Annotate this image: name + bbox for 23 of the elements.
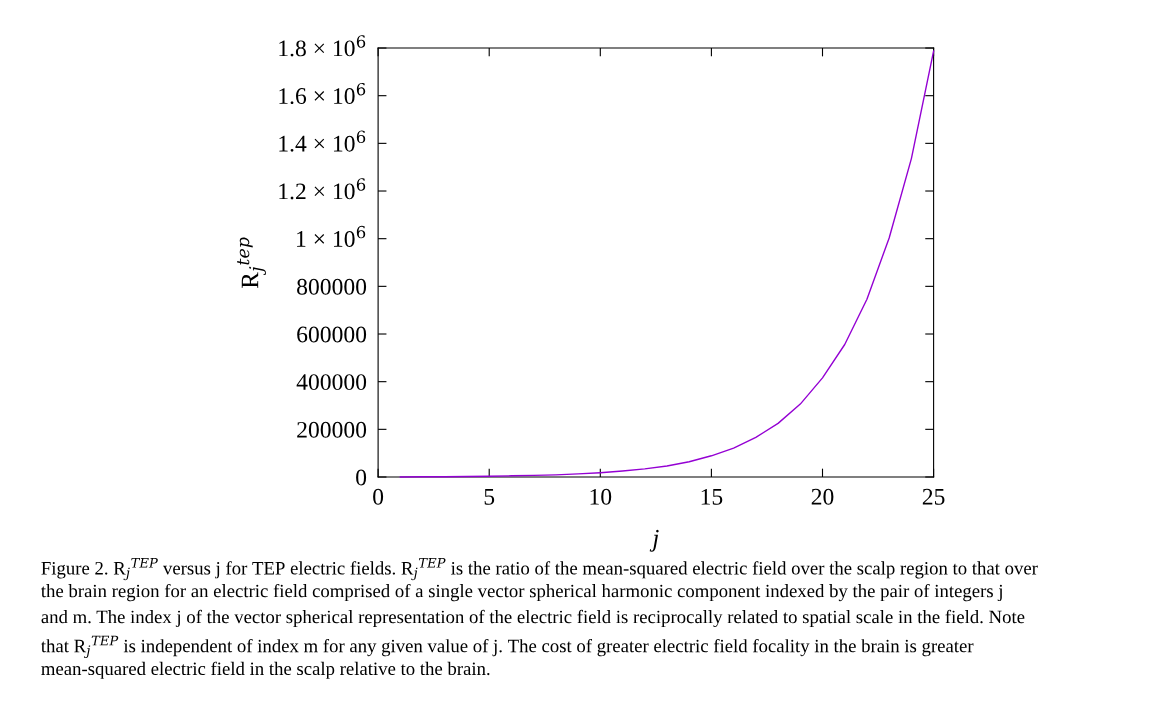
text: that R$_{j}$$^{TEP}$ is independent of index m for any given value of j. The cost of greater electric field focality in the brain is greater xyxy=(41,635,974,658)
y-tick-label: 800000 xyxy=(297,278,367,295)
y-tick-label: 200000 xyxy=(297,421,367,438)
y-tick-label: 1 × 10$^{6}$ xyxy=(297,225,366,247)
y-tick-label: 0 xyxy=(356,469,367,486)
x-tick-label: 0 xyxy=(373,488,384,505)
y-tick-label: 1.8 × 10$^{6}$ xyxy=(279,35,366,57)
y-tick-label: 400000 xyxy=(296,374,367,391)
y-tick-label: 1.2 × 10$^{6}$ xyxy=(279,178,366,200)
x-tick-label: 15 xyxy=(701,488,723,505)
y-axis-title: R$_{j}$$^{tep}$ xyxy=(237,237,266,289)
y-tick-label: 1.6 × 10$^{6}$ xyxy=(279,82,366,105)
x-tick-label: 25 xyxy=(922,488,945,505)
text: and m. The index j of the vector spherical representation of the electric field is reciprocally related to spatial scale in the field. Note xyxy=(41,609,1025,628)
text: the brain region for an electric field comprised of a single vector spherical harmonic component indexed by the pair of integers j xyxy=(41,583,1002,602)
caption: Figure 2. R$_{j}$$^{TEP}$ versus j for TEP electric fields. R$_{j}$$^{TEP}$ is the ratio of the mean-squared electric field over the scalp region to that over xyxy=(41,558,1038,581)
text: mean-squared electric field in the scalp relative to the brain. xyxy=(41,661,490,679)
x-axis-title: j xyxy=(649,529,659,552)
y-tick-label: 1.4 × 10$^{6}$ xyxy=(279,130,366,152)
y-tick-label: 600000 xyxy=(297,326,367,343)
x-tick-label: 5 xyxy=(484,489,495,505)
x-tick-label: 10 xyxy=(590,488,612,505)
x-tick-label: 20 xyxy=(811,488,834,505)
